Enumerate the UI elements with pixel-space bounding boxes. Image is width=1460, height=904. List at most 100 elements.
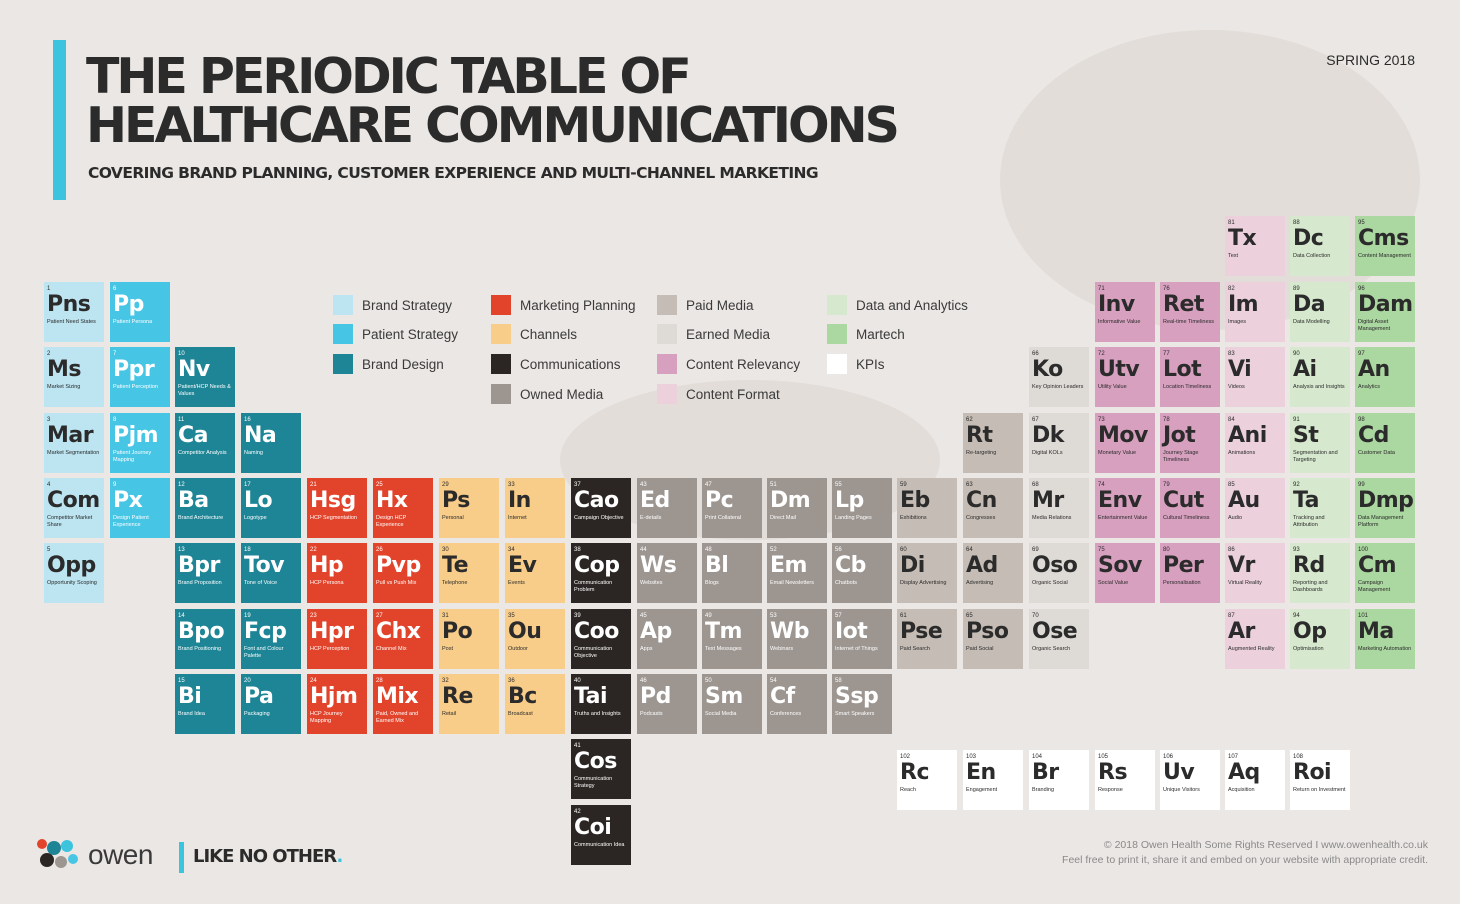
element-name: Channel Mix	[376, 646, 407, 652]
element-number: 1	[47, 286, 51, 292]
element-tile-utv: 72 Utv Utility Value	[1095, 347, 1155, 407]
element-tile-pso: 65 Pso Paid Social	[963, 609, 1023, 669]
element-symbol: Cao	[574, 488, 619, 513]
element-number: 75	[1098, 547, 1105, 553]
page-title-line-2: HEALTHCARE COMMUNICATIONS	[86, 97, 900, 154]
element-number: 69	[1032, 547, 1039, 553]
element-number: 19	[244, 613, 251, 619]
element-name: Re-targeting	[966, 450, 997, 456]
element-tile-oso: 69 Oso Organic Social	[1029, 543, 1089, 603]
legend-label: Owned Media	[520, 386, 604, 402]
element-tile-env: 74 Env Entertainment Value	[1095, 478, 1155, 538]
element-tile-opp: 5 Opp Opportunity Scoping	[44, 543, 104, 603]
element-symbol: An	[1358, 357, 1390, 382]
element-name: Competitor Analysis	[178, 450, 227, 456]
element-symbol: Com	[47, 488, 100, 513]
element-tile-cut: 79 Cut Cultural Timeliness	[1160, 478, 1220, 538]
element-name: Branding	[1032, 787, 1055, 793]
element-symbol: Mix	[376, 684, 419, 709]
element-symbol: Tx	[1228, 226, 1257, 251]
element-name: HCP Persona	[310, 580, 344, 586]
element-number: 41	[574, 743, 581, 749]
page-subtitle: COVERING BRAND PLANNING, CUSTOMER EXPERI…	[88, 164, 819, 182]
legend-swatch	[657, 324, 677, 344]
element-number: 39	[574, 613, 581, 619]
element-name: HCP Perception	[310, 646, 350, 652]
element-name: Text Messages	[705, 646, 742, 652]
element-name: Tone of Voice	[244, 580, 278, 586]
element-number: 106	[1163, 754, 1174, 760]
element-tile-an: 97 An Analytics	[1355, 347, 1415, 407]
element-name: Retail	[442, 711, 457, 717]
element-number: 25	[376, 482, 383, 488]
element-tile-pjm: 8 Pjm Patient Journey Mapping	[110, 413, 170, 473]
element-symbol: Iot	[835, 619, 868, 644]
element-tile-ret: 76 Ret Real-time Timeliness	[1160, 282, 1220, 342]
element-number: 13	[178, 547, 185, 553]
element-name: Augmented Reality	[1228, 646, 1275, 652]
element-tile-ev: 34 Ev Events	[505, 543, 565, 603]
element-name: Reach	[900, 787, 916, 793]
element-number: 27	[376, 613, 383, 619]
element-number: 104	[1032, 754, 1043, 760]
element-symbol: Per	[1163, 553, 1204, 578]
element-tile-hpr: 23 Hpr HCP Perception	[307, 609, 367, 669]
element-symbol: Hx	[376, 488, 408, 513]
element-symbol: Ed	[640, 488, 670, 513]
element-number: 34	[508, 547, 515, 553]
element-tile-mar: 3 Mar Market Segmentation	[44, 413, 104, 473]
element-symbol: Aq	[1228, 760, 1260, 785]
element-tile-hjm: 24 Hjm HCP Journey Mapping	[307, 674, 367, 734]
element-symbol: Em	[770, 553, 807, 578]
element-number: 95	[1358, 220, 1365, 226]
legend-item-bd: Brand Design	[333, 354, 444, 374]
element-number: 86	[1228, 547, 1235, 553]
element-tile-op: 94 Op Optimisation	[1290, 609, 1350, 669]
element-name: Advertising	[966, 580, 994, 586]
legend-label: Content Relevancy	[686, 356, 801, 372]
element-name: Unique Visitors	[1163, 787, 1200, 793]
element-tile-vr: 86 Vr Virtual Reality	[1225, 543, 1285, 603]
element-name: Podcasts	[640, 711, 663, 717]
element-number: 50	[705, 678, 712, 684]
element-number: 30	[442, 547, 449, 553]
element-name: Digital Asset Management	[1358, 319, 1391, 332]
element-tile-cos: 41 Cos Communication Strategy	[571, 739, 631, 799]
element-symbol: Mar	[47, 423, 94, 448]
element-number: 11	[178, 417, 185, 423]
element-name: Apps	[640, 646, 653, 652]
element-number: 77	[1163, 351, 1170, 357]
element-name: Brand Architecture	[178, 515, 224, 521]
element-number: 59	[900, 482, 907, 488]
element-name: Blogs	[705, 580, 719, 586]
legend-swatch	[333, 295, 353, 315]
element-tile-eb: 59 Eb Exhibitions	[897, 478, 957, 538]
element-tile-vi: 83 Vi Videos	[1225, 347, 1285, 407]
element-symbol: Rs	[1098, 760, 1128, 785]
element-symbol: Op	[1293, 619, 1327, 644]
element-name: Tracking and Attribution	[1293, 515, 1325, 528]
element-tile-ai: 90 Ai Analysis and Insights	[1290, 347, 1350, 407]
element-name: Display Advertising	[900, 580, 947, 586]
element-tile-inv: 71 Inv Informative Value	[1095, 282, 1155, 342]
element-number: 63	[966, 482, 973, 488]
legend-label: Brand Strategy	[362, 297, 453, 313]
element-symbol: Hjm	[310, 684, 358, 709]
element-symbol: Eb	[900, 488, 930, 513]
element-symbol: Pse	[900, 619, 943, 644]
element-number: 23	[310, 613, 317, 619]
legend-label: Earned Media	[686, 326, 771, 342]
element-symbol: Ko	[1032, 357, 1063, 382]
element-number: 101	[1358, 613, 1369, 619]
element-symbol: Cb	[835, 553, 866, 578]
element-number: 24	[310, 678, 317, 684]
element-name: Media Relations	[1032, 515, 1072, 521]
element-symbol: Wb	[770, 619, 810, 644]
element-tile-ba: 12 Ba Brand Architecture	[175, 478, 235, 538]
element-symbol: Pso	[966, 619, 1009, 644]
legend-swatch	[827, 295, 847, 315]
legend-label: Channels	[520, 326, 578, 342]
element-number: 92	[1293, 482, 1300, 488]
element-tile-lo: 17 Lo Logotype	[241, 478, 301, 538]
element-name: Informative Value	[1098, 319, 1141, 325]
